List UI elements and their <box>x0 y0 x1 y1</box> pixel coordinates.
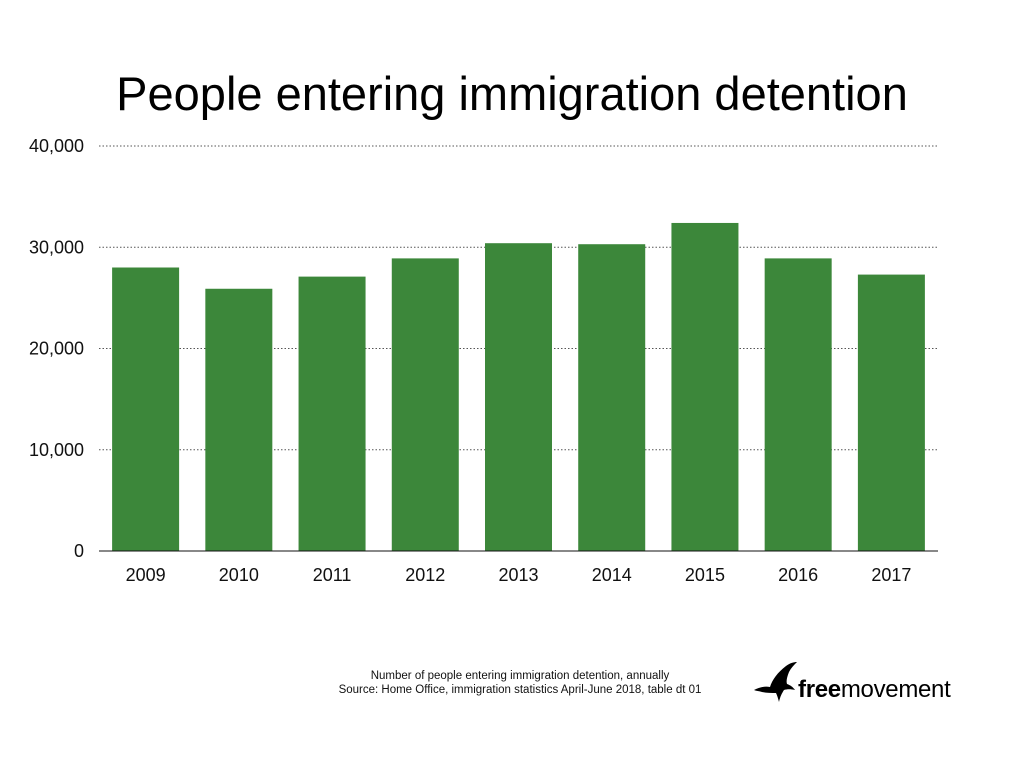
caption-line-1: Number of people entering immigration de… <box>370 670 670 682</box>
y-tick-label: 20,000 <box>29 339 84 359</box>
bar-2015 <box>671 222 739 551</box>
x-tick-label: 2014 <box>592 565 632 585</box>
bar-2009 <box>112 267 180 551</box>
x-tick-label: 2016 <box>778 565 818 585</box>
x-tick-label: 2012 <box>405 565 445 585</box>
x-tick-label: 2015 <box>685 565 725 585</box>
bar-2010 <box>205 288 273 551</box>
caption-source: Source: Home Office, immigration statist… <box>338 684 702 696</box>
freemovement-logo: freemovement <box>752 660 982 706</box>
x-tick-label: 2009 <box>126 565 166 585</box>
bars <box>112 222 925 551</box>
x-tick-label: 2017 <box>871 565 911 585</box>
x-axis-ticks: 2009 2010 2011 2012 2013 2014 2015 2016 2017 <box>126 565 912 585</box>
y-tick-label: 40,000 <box>29 136 84 156</box>
brand-name: freemovement <box>798 676 951 704</box>
brand-name-free: free <box>798 676 841 703</box>
y-tick-label: 10,000 <box>29 440 84 460</box>
bar-2014 <box>578 244 646 551</box>
chart-title: People entering immigration detention <box>116 67 908 120</box>
bar-2012 <box>391 258 459 551</box>
bird-icon <box>754 662 797 702</box>
x-tick-label: 2011 <box>313 565 352 585</box>
chart-caption: Number of people entering immigration de… <box>270 669 770 697</box>
bar-2013 <box>485 243 552 551</box>
y-tick-label: 30,000 <box>29 237 84 257</box>
bar-2017 <box>857 274 925 551</box>
bar-2011 <box>298 276 366 551</box>
x-tick-label: 2013 <box>498 565 538 585</box>
x-tick-label: 2010 <box>219 565 259 585</box>
brand-name-movement: movement <box>840 676 951 703</box>
y-tick-label: 0 <box>74 541 84 561</box>
y-axis-ticks: 0 10,000 20,000 30,000 40,000 <box>29 136 84 561</box>
bar-2016 <box>764 258 832 551</box>
